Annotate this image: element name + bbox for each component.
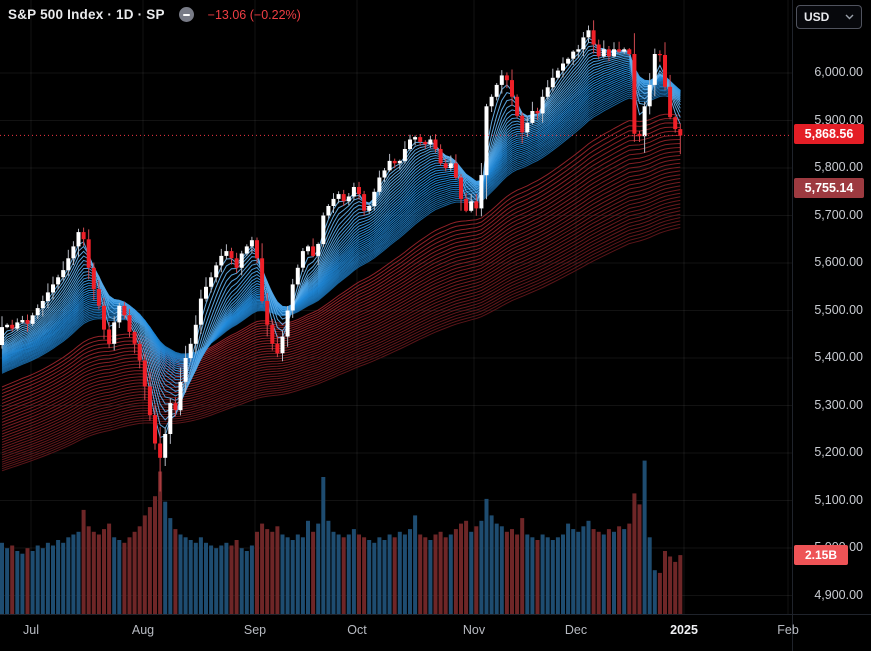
price-tick-label: 5,400.00	[814, 350, 863, 364]
price-change: −13.06 (−0.22%)	[207, 7, 301, 22]
time-axis-label: Aug	[131, 623, 155, 637]
minus-circle-icon	[178, 7, 194, 22]
time-axis-separator	[0, 614, 871, 615]
price-tick-label: 5,700.00	[814, 207, 863, 222]
time-axis-label: Jul	[23, 623, 39, 637]
price-tick-label: 5,900.00	[814, 112, 863, 127]
price-axis[interactable]: 5,868.56 5,755.14 2.15B 6,000.00 5,900.00…	[793, 0, 871, 614]
symbol-title[interactable]: S&P 500 Index · 1D · SP	[8, 7, 165, 22]
currency-dropdown[interactable]: USD	[796, 5, 862, 29]
price-tick-label: 5,100.00	[814, 492, 863, 507]
price-tick-label: 5,200.00	[814, 445, 863, 459]
time-axis-label: 2025	[670, 623, 698, 637]
volume-label: 2.15B	[794, 545, 848, 566]
time-axis-label: Oct	[347, 623, 367, 637]
price-tick-label: 5,300.00	[814, 397, 863, 412]
time-axis-label: Dec	[564, 623, 588, 637]
fast-ema-ribbon	[1, 37, 681, 439]
time-axis-label: Sep	[243, 623, 267, 637]
volume-bars	[0, 460, 683, 614]
price-tick-label: 5,800.00	[814, 160, 863, 174]
price-tick-label: 6,000.00	[814, 65, 863, 79]
time-axis-label: Nov	[462, 623, 486, 637]
ribbon-price-label: 5,755.14	[794, 178, 864, 199]
price-tick-label: 4,900.00	[814, 587, 863, 602]
currency-value: USD	[804, 10, 830, 24]
last-price-label: 5,868.56	[794, 124, 864, 145]
chart-header: S&P 500 Index · 1D · SP −13.06 (−0.22%)	[8, 7, 301, 22]
time-axis-label: Feb	[777, 623, 799, 637]
candles	[0, 20, 683, 492]
chevron-down-icon	[845, 14, 854, 20]
slow-ema-ribbon	[1, 113, 681, 472]
price-tick-label: 5,600.00	[814, 255, 863, 269]
price-tick-label: 5,500.00	[814, 302, 863, 317]
price-axis-separator	[792, 0, 793, 651]
time-axis[interactable]: Jul Aug Sep Oct Nov Dec 2025 Feb	[0, 615, 871, 651]
